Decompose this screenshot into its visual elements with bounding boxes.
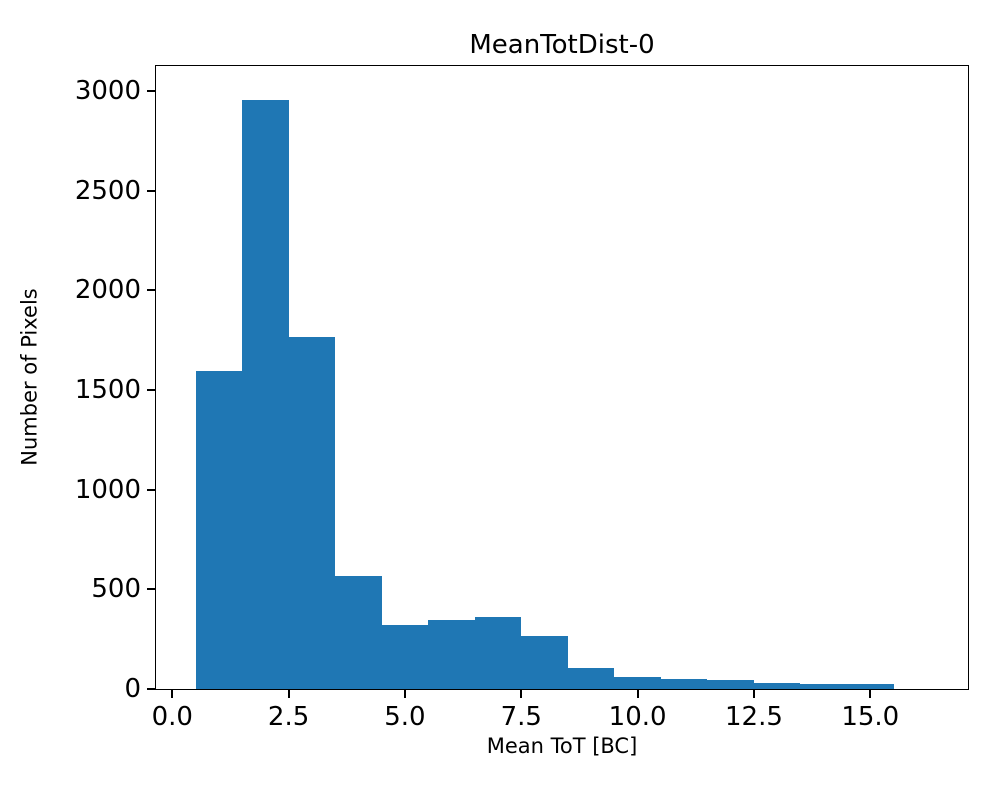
x-tick-mark <box>520 690 523 698</box>
y-tick-label: 3000 <box>74 75 141 106</box>
y-tick-label: 2500 <box>74 175 141 206</box>
histogram-bar <box>288 337 336 689</box>
y-tick-label: 0 <box>124 674 141 704</box>
histogram-bar <box>242 99 289 689</box>
x-tick-label: 7.5 <box>500 702 542 732</box>
histogram-bar <box>753 683 801 689</box>
histogram-bar <box>660 679 708 689</box>
x-tick-label: 0.0 <box>151 702 193 732</box>
histogram-bar <box>800 684 847 689</box>
y-tick-mark <box>147 688 155 690</box>
x-tick-label: 2.5 <box>267 702 310 732</box>
y-tick-label: 2000 <box>74 275 141 306</box>
x-tick-mark <box>287 690 290 698</box>
histogram-bar <box>335 576 382 689</box>
y-tick-label: 500 <box>91 574 141 605</box>
histogram-bar <box>474 617 522 689</box>
histogram-bar <box>521 636 568 689</box>
x-tick-mark <box>403 690 406 698</box>
y-tick-mark <box>147 588 155 591</box>
x-axis-label: Mean ToT [BC] <box>486 734 638 758</box>
y-tick-mark <box>147 189 155 192</box>
histogram-bar <box>195 371 243 689</box>
histogram-bar <box>567 668 615 689</box>
y-tick-mark <box>147 89 155 92</box>
y-tick-label: 1000 <box>74 474 141 505</box>
x-tick-label: 12.5 <box>724 702 783 732</box>
histogram-bar <box>614 677 661 689</box>
y-tick-mark <box>147 388 155 391</box>
x-tick-label: 10.0 <box>608 702 667 732</box>
x-tick-mark <box>869 690 872 698</box>
chart-title: MeanTotDist-0 <box>469 30 655 60</box>
x-tick-mark <box>171 690 174 698</box>
x-tick-mark <box>752 690 755 698</box>
y-tick-mark <box>147 289 155 292</box>
y-tick-label: 1500 <box>74 374 141 405</box>
plot-area <box>155 65 969 690</box>
histogram-bar <box>707 680 754 689</box>
x-tick-label: 15.0 <box>841 702 900 732</box>
histogram-bar <box>847 684 894 689</box>
x-tick-mark <box>636 690 639 698</box>
x-tick-label: 5.0 <box>384 702 426 732</box>
histogram-bar <box>428 620 475 689</box>
histogram-bar <box>381 625 429 689</box>
y-tick-mark <box>147 488 155 491</box>
